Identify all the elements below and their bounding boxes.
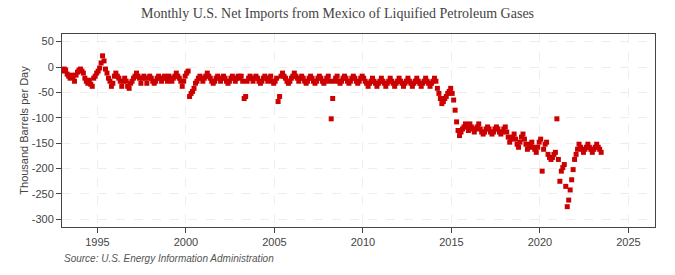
svg-text:-150: -150 bbox=[32, 137, 54, 149]
svg-text:-200: -200 bbox=[32, 162, 54, 174]
svg-text:2005: 2005 bbox=[262, 236, 286, 248]
svg-text:2015: 2015 bbox=[439, 236, 463, 248]
svg-text:-250: -250 bbox=[32, 188, 54, 200]
svg-text:-50: -50 bbox=[38, 86, 54, 98]
svg-text:Source: U.S. Energy Informatio: Source: U.S. Energy Information Administ… bbox=[64, 253, 274, 264]
svg-text:1995: 1995 bbox=[85, 236, 109, 248]
svg-text:0: 0 bbox=[48, 61, 54, 73]
svg-text:50: 50 bbox=[42, 35, 54, 47]
svg-text:2010: 2010 bbox=[351, 236, 375, 248]
svg-text:-100: -100 bbox=[32, 112, 54, 124]
svg-text:Thousand Barrels per Day: Thousand Barrels per Day bbox=[18, 66, 30, 195]
svg-text:-300: -300 bbox=[32, 213, 54, 225]
svg-text:Monthly U.S. Net Imports from: Monthly U.S. Net Imports from Mexico of … bbox=[141, 6, 534, 21]
svg-text:2025: 2025 bbox=[616, 236, 640, 248]
svg-text:2000: 2000 bbox=[174, 236, 198, 248]
svg-text:2020: 2020 bbox=[528, 236, 552, 248]
